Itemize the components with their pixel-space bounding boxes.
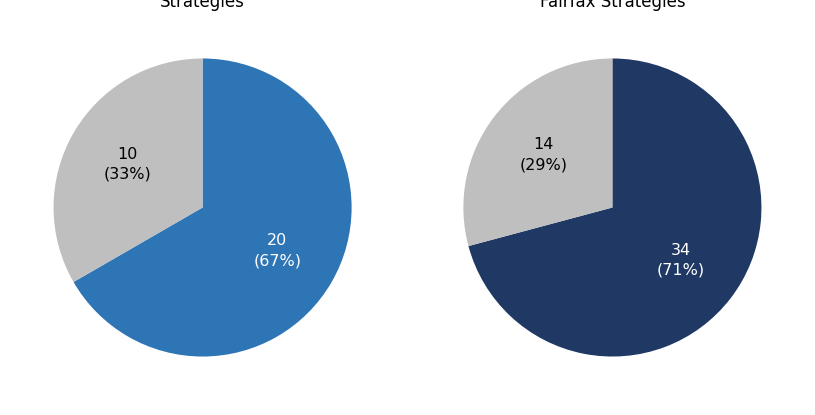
Wedge shape: [469, 59, 761, 356]
Title: Status of ALL Resilient
Fairfax Strategies: Status of ALL Resilient Fairfax Strategi…: [520, 0, 705, 11]
Wedge shape: [73, 59, 351, 356]
Wedge shape: [54, 59, 203, 282]
Text: 20
(67%): 20 (67%): [253, 233, 302, 268]
Title: Status of ADDITIONAL
Strategies: Status of ADDITIONAL Strategies: [112, 0, 294, 11]
Text: 14
(29%): 14 (29%): [520, 137, 568, 172]
Text: 10
(33%): 10 (33%): [104, 147, 152, 182]
Wedge shape: [464, 59, 612, 246]
Text: 34
(71%): 34 (71%): [657, 243, 705, 278]
